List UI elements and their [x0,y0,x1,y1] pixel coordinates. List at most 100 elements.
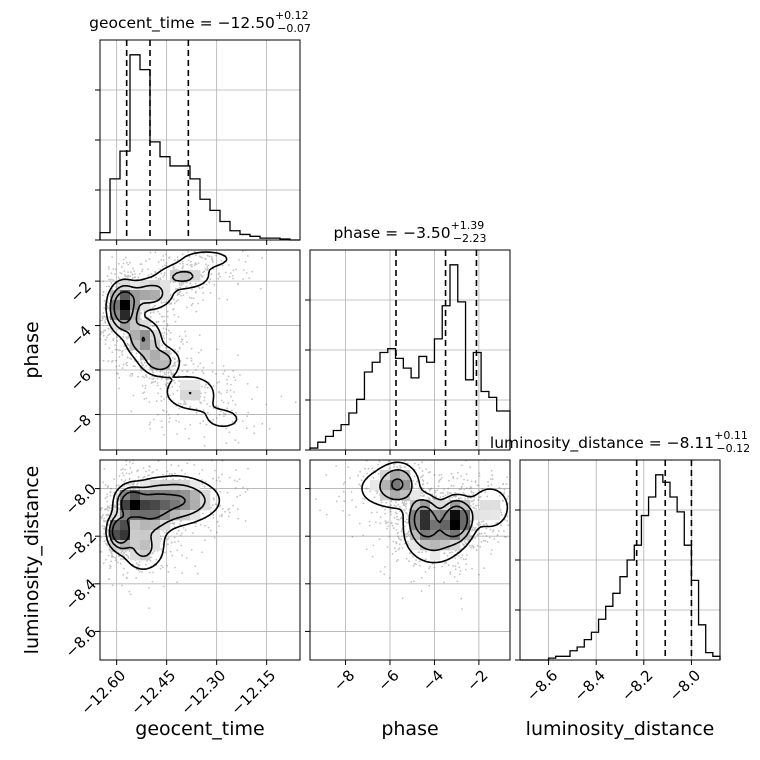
sample-point [413,580,415,583]
sample-point [174,361,177,364]
sample-point [461,554,464,556]
sample-point [174,365,177,367]
sample-point [122,553,124,556]
sample-point [118,387,120,390]
y-tick-label-luminosity_distance: −8.0 [62,480,100,518]
sample-point [364,467,366,470]
sample-point [151,370,154,372]
panel-frame [99,459,301,661]
sample-point [181,338,184,341]
sample-point [116,336,118,339]
sample-point [173,363,176,366]
sample-point [505,483,508,485]
sample-point [219,490,222,493]
sample-point [452,477,455,480]
sample-point [238,259,240,261]
sample-point [132,462,134,464]
sample-point [397,531,400,534]
sample-point [179,523,181,525]
sample-point [102,294,104,297]
sample-point [465,558,467,560]
pair-panel-phase-luminosity_distance [305,459,511,665]
sample-point [192,371,194,374]
sample-point [231,409,233,412]
sample-point [125,576,128,579]
sample-point [205,283,208,286]
sample-point [478,472,481,475]
sample-point [193,464,196,466]
sample-point [164,264,166,267]
sample-point [197,262,200,265]
sample-point [235,469,238,471]
title-prefix: phase = [333,224,403,242]
sample-point [439,478,442,481]
sample-point [127,263,130,266]
sample-point [160,272,163,275]
sample-point [475,505,477,507]
density-cell [140,350,151,361]
sample-point [183,364,186,366]
sample-point [130,358,133,361]
sample-point [103,527,105,530]
sample-point [145,260,147,263]
sample-point [358,483,361,486]
sample-point [127,557,130,559]
sample-point [421,495,424,497]
sample-point [466,479,469,482]
sample-point [113,504,116,507]
sample-point [105,514,108,517]
sample-point [506,497,508,500]
sample-point [115,484,118,487]
sample-point [206,386,209,389]
sample-point [141,270,144,273]
sample-point [137,276,140,279]
sample-point [184,529,187,532]
sample-point [125,261,128,264]
sample-point [502,483,504,486]
sample-point [178,421,180,423]
sample-point [166,382,169,385]
sample-point [503,491,506,494]
sample-point [487,485,490,487]
sample-point [201,551,204,554]
sample-point [449,551,451,554]
sample-point [319,509,321,512]
sample-point [154,304,156,307]
sample-point [155,370,158,372]
density-cell [110,290,121,301]
sample-point [403,466,406,469]
sample-point [214,469,216,472]
density-cell [200,490,211,501]
sample-point [124,479,127,481]
sample-point [469,466,472,469]
sample-point [160,395,163,398]
histogram-phase [309,264,511,450]
x-tick-label-luminosity_distance: −8.6 [523,666,561,704]
sample-point [343,500,346,503]
sample-point [160,420,163,422]
sample-point [194,369,197,371]
sample-point [152,371,155,374]
sample-point [470,546,472,549]
sample-point [232,504,235,507]
sample-point [477,524,480,527]
sample-point [493,537,496,540]
sample-point [433,473,436,476]
density-cell [130,520,141,531]
sample-point [440,477,443,479]
sample-point [108,267,110,270]
sample-point [195,263,198,265]
sample-point [405,518,408,521]
sample-point [162,276,165,278]
sample-point [107,506,109,509]
contours [105,475,221,570]
sample-point [107,509,110,512]
sample-point [418,560,421,562]
sample-point [174,382,176,384]
sample-point [442,492,445,494]
density-cell [120,510,131,521]
sample-point [502,482,504,485]
sample-point [137,476,140,478]
sample-point [129,593,132,596]
sample-point [123,273,126,276]
